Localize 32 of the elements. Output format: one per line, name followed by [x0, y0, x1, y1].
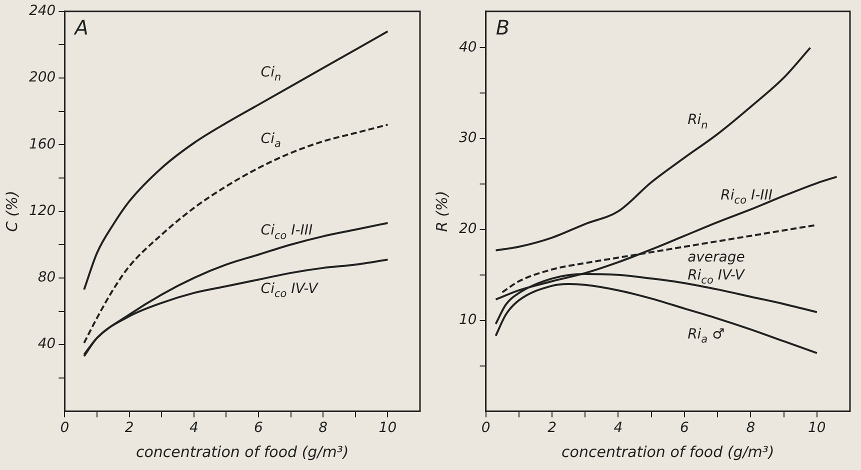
- line-series: [83, 124, 389, 344]
- y-tick-label: 40: [458, 39, 477, 56]
- y-tick-label: 160: [28, 136, 56, 152]
- x-axis-title: concentration of food (g/m³): [136, 442, 349, 461]
- annotation: A: [72, 16, 88, 40]
- y-tick-label: 40: [38, 336, 56, 352]
- series-label: average: [688, 249, 745, 266]
- line-series: [494, 46, 812, 252]
- x-tick-label: 10: [808, 420, 826, 436]
- x-tick-label: 2: [548, 420, 557, 436]
- x-axis-title: concentration of food (g/m³): [562, 442, 774, 461]
- x-tick-label: 4: [614, 420, 623, 436]
- y-tick-label: 120: [28, 202, 56, 219]
- y-tick-label: 80: [38, 270, 56, 286]
- y-tick-label: 240: [28, 3, 56, 20]
- y-axis-title: R (%): [432, 190, 451, 232]
- x-tick-label: 4: [189, 420, 198, 436]
- x-tick-label: 8: [746, 420, 756, 436]
- y-tick-label: 10: [458, 312, 477, 328]
- x-tick-label: 0: [481, 420, 490, 436]
- y-tick-label: 30: [458, 130, 477, 146]
- y-axis-title: C (%): [2, 190, 21, 232]
- annotation: B: [496, 16, 510, 40]
- x-tick-label: 2: [124, 420, 134, 436]
- x-tick-label: 6: [254, 420, 264, 436]
- y-tick-label: 20: [458, 221, 477, 238]
- x-tick-label: 8: [318, 420, 328, 436]
- line-series: [494, 282, 818, 354]
- x-tick-label: 0: [60, 420, 70, 436]
- x-tick-label: 6: [680, 420, 689, 436]
- x-tick-label: 10: [378, 420, 397, 436]
- y-tick-label: 200: [28, 70, 56, 86]
